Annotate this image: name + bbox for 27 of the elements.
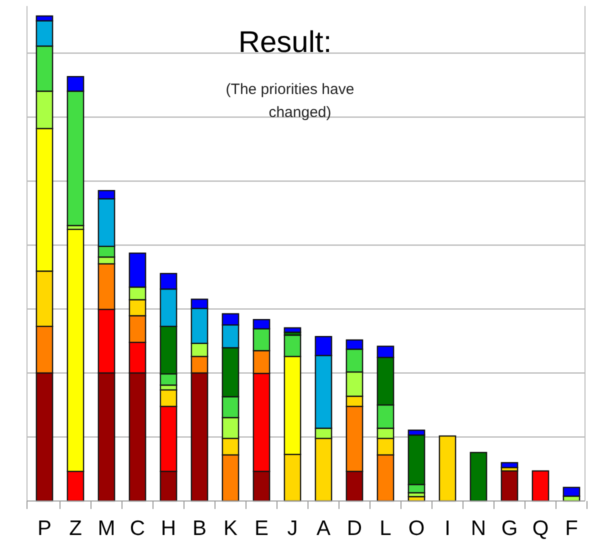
x-tick-label: I: [444, 517, 450, 540]
x-tick-label: M: [98, 517, 116, 540]
x-tick-label: E: [254, 517, 269, 540]
bar: [500, 470, 518, 502]
x-tick-label: G: [501, 517, 518, 540]
bar: [562, 486, 580, 497]
bar: [532, 470, 550, 502]
x-tick-label: Z: [69, 517, 82, 540]
chart-title: Result:: [238, 26, 332, 59]
text: (The priorities have changed): [226, 81, 354, 121]
x-tick-label: A: [316, 517, 331, 540]
bar: [284, 327, 302, 333]
x-tick-label: K: [223, 517, 238, 540]
x-tick-label: O: [408, 517, 425, 540]
x-tick-label: D: [346, 517, 362, 540]
x-tick-label: N: [470, 517, 486, 540]
x-tick-label: Q: [532, 517, 549, 540]
x-tick-label: J: [287, 517, 298, 540]
x-tick-label: F: [565, 517, 578, 540]
x-tick-label: H: [160, 517, 176, 540]
bar: [438, 435, 456, 502]
bar: [500, 462, 518, 468]
x-tick-label: B: [192, 517, 207, 540]
x-tick-label: C: [130, 517, 146, 540]
x-tick-label: P: [37, 517, 52, 540]
bar: [470, 452, 488, 502]
x-tick-label: L: [380, 517, 392, 540]
